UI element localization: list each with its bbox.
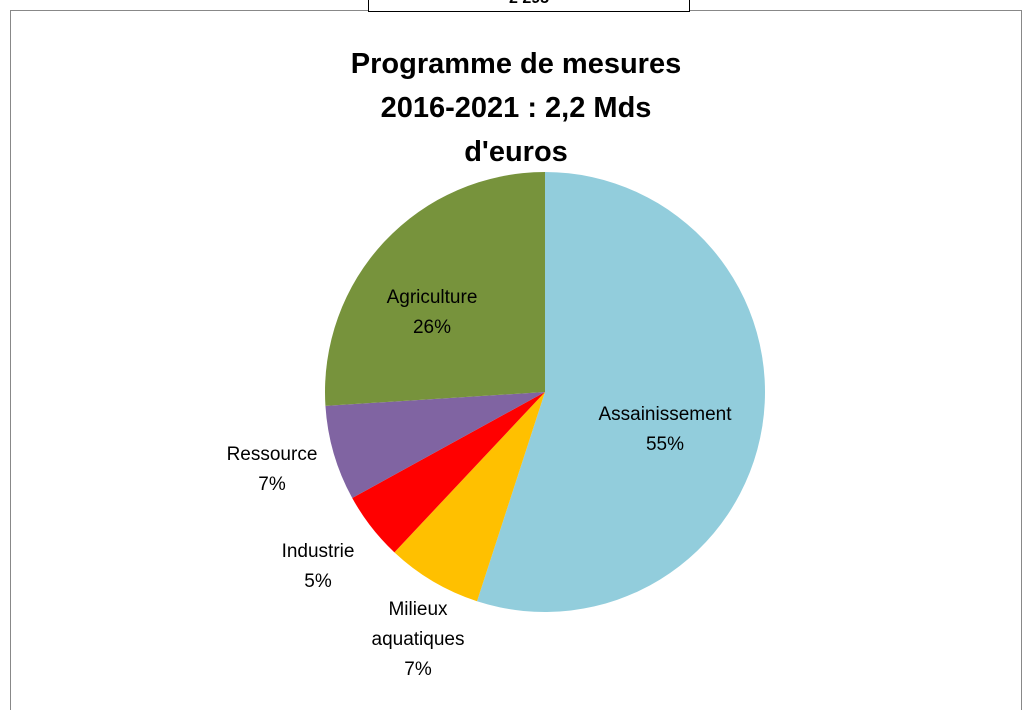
data-label: Milieux aquatiques 7% [363,595,473,685]
value-label: 26% [412,317,452,338]
pie-slice [325,392,545,498]
pie-slice [394,392,545,602]
category-label: Agriculture [386,287,478,308]
pie-slice [477,172,765,612]
category-label: Ressource [226,444,318,465]
data-label: Agriculture 26% [367,283,497,343]
value-label: 7% [404,659,432,680]
value-label: 7% [258,474,286,495]
pie-slice [324,172,545,406]
top-label: 2 295 [368,0,690,12]
pie-slice [352,392,545,553]
data-label: Ressource 7% [212,440,332,500]
data-label: Assainissement 55% [580,400,750,460]
category-label: Industrie [281,541,355,562]
data-label: Industrie 5% [263,537,373,597]
value-label: 5% [304,571,332,592]
category-label: Milieux aquatiques [371,599,465,650]
value-label: 55% [645,434,685,455]
category-label: Assainissement [598,404,732,425]
chart-title: Programme de mesures 2016-2021 : 2,2 Mds… [350,48,682,168]
